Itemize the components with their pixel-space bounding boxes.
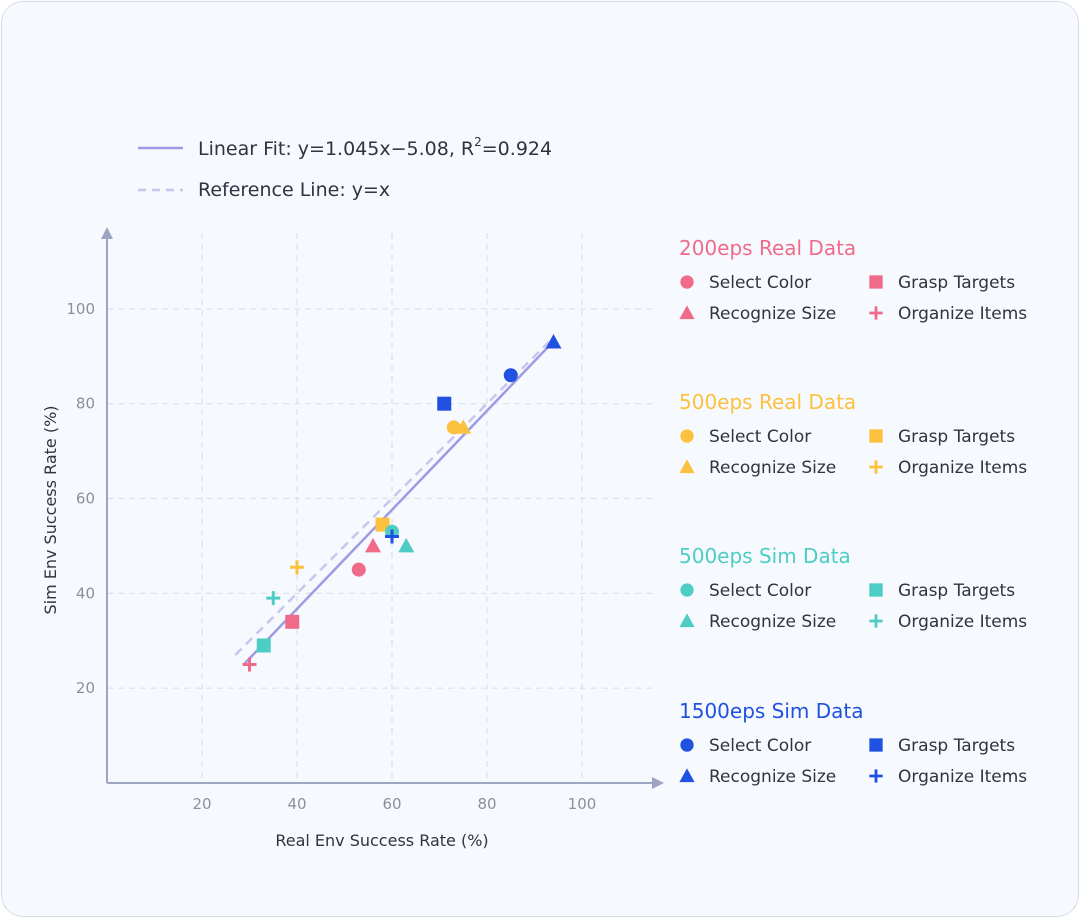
legend-label-500eps-real-data-grasp-targets: Grasp Targets	[898, 427, 1015, 447]
point-1500eps-sim-data-recognize-size	[545, 334, 562, 349]
group-legend: 200eps Real Data Select Color Grasp Target…	[679, 236, 1027, 787]
x-tick-label-80: 80	[477, 795, 496, 813]
legend-label-500eps-sim-data-recognize-size: Recognize Size	[709, 612, 836, 632]
legend-marker-500eps-sim-data-recognize-size	[679, 613, 695, 628]
x-tick-label-20: 20	[192, 795, 211, 813]
legend-label-1500eps-sim-data-organize-items: Organize Items	[898, 767, 1027, 787]
legend-marker-200eps-real-data-grasp-targets	[869, 275, 883, 289]
fit-legend-prefix: Linear Fit: y=1.045x−5.08, R	[198, 138, 474, 160]
legend-marker-200eps-real-data-select-color	[680, 275, 694, 289]
x-axis-arrow	[652, 777, 664, 789]
legend-marker-1500eps-sim-data-select-color	[680, 738, 694, 752]
point-1500eps-sim-data-grasp-targets	[437, 396, 452, 411]
legend-marker-200eps-real-data-recognize-size	[679, 305, 695, 320]
point-200eps-real-data-select-color	[351, 562, 366, 577]
y-tick-label-80: 80	[76, 395, 95, 413]
legend-label-200eps-real-data-grasp-targets: Grasp Targets	[898, 273, 1015, 293]
legend-title-500eps-real-data: 500eps Real Data	[679, 390, 856, 414]
fit-legend-sup: 2	[474, 135, 482, 149]
y-tick-label-100: 100	[66, 300, 95, 318]
point-200eps-real-data-organize-items	[242, 657, 257, 672]
tick-labels: 20 40 60 80 100 20 40 60 80 100	[66, 300, 596, 813]
y-axis-label: Sim Env Success Rate (%)	[41, 405, 60, 614]
fit-legend-suffix: =0.924	[482, 138, 552, 160]
legend-marker-500eps-sim-data-grasp-targets	[869, 583, 883, 597]
legend-marker-1500eps-sim-data-recognize-size	[679, 768, 695, 783]
data-points	[242, 334, 562, 672]
legend-label-500eps-real-data-organize-items: Organize Items	[898, 458, 1027, 478]
legend-title-500eps-sim-data: 500eps Sim Data	[679, 544, 851, 568]
legend-label-200eps-real-data-recognize-size: Recognize Size	[709, 304, 836, 324]
ref-legend-label: Reference Line: y=x	[198, 179, 390, 201]
x-tick-label-100: 100	[568, 795, 597, 813]
legend-label-200eps-real-data-organize-items: Organize Items	[898, 304, 1027, 324]
fit-legend-label: Linear Fit: y=1.045x−5.08, R2=0.924	[198, 135, 552, 160]
legend-marker-200eps-real-data-organize-items	[869, 306, 883, 320]
legend-label-500eps-sim-data-select-color: Select Color	[709, 581, 811, 601]
x-tick-label-40: 40	[287, 795, 306, 813]
legend-marker-500eps-real-data-select-color	[680, 429, 694, 443]
point-500eps-sim-data-organize-items	[266, 591, 281, 606]
legend-label-1500eps-sim-data-recognize-size: Recognize Size	[709, 767, 836, 787]
grid-lines	[107, 233, 658, 783]
legend-title-200eps-real-data: 200eps Real Data	[679, 236, 856, 260]
legend-marker-500eps-real-data-organize-items	[869, 460, 883, 474]
legend-label-200eps-real-data-select-color: Select Color	[709, 273, 811, 293]
line-legend: Linear Fit: y=1.045x−5.08, R2=0.924 Refe…	[138, 135, 552, 201]
legend-label-500eps-real-data-recognize-size: Recognize Size	[709, 458, 836, 478]
legend-marker-1500eps-sim-data-organize-items	[869, 769, 883, 783]
y-tick-label-40: 40	[76, 584, 95, 602]
axes	[101, 227, 664, 789]
y-axis-arrow	[101, 227, 113, 239]
legend-label-500eps-sim-data-organize-items: Organize Items	[898, 612, 1027, 632]
y-tick-label-20: 20	[76, 679, 95, 697]
point-500eps-real-data-organize-items	[290, 560, 304, 575]
legend-marker-500eps-real-data-grasp-targets	[869, 429, 883, 443]
point-500eps-real-data-grasp-targets	[375, 517, 390, 532]
legend-label-1500eps-sim-data-grasp-targets: Grasp Targets	[898, 736, 1015, 756]
legend-title-1500eps-sim-data: 1500eps Sim Data	[679, 699, 864, 723]
point-1500eps-sim-data-organize-items	[385, 529, 399, 544]
legend-label-500eps-sim-data-grasp-targets: Grasp Targets	[898, 581, 1015, 601]
point-500eps-real-data-recognize-size	[455, 419, 472, 434]
legend-label-1500eps-sim-data-select-color: Select Color	[709, 736, 811, 756]
x-tick-label-60: 60	[382, 795, 401, 813]
trend-lines	[234, 341, 550, 665]
y-tick-label-60: 60	[76, 490, 95, 508]
linear-fit-line	[243, 345, 550, 665]
legend-marker-1500eps-sim-data-grasp-targets	[869, 738, 883, 752]
point-1500eps-sim-data-select-color	[503, 368, 518, 383]
x-axis-label: Real Env Success Rate (%)	[275, 831, 488, 850]
point-500eps-sim-data-recognize-size	[398, 537, 415, 553]
legend-marker-500eps-sim-data-select-color	[680, 583, 694, 597]
legend-marker-500eps-sim-data-organize-items	[869, 614, 883, 628]
legend-label-500eps-real-data-select-color: Select Color	[709, 427, 811, 447]
point-500eps-sim-data-grasp-targets	[256, 638, 271, 653]
point-200eps-real-data-recognize-size	[365, 537, 381, 553]
legend-marker-500eps-real-data-recognize-size	[679, 459, 695, 474]
point-200eps-real-data-grasp-targets	[285, 614, 300, 629]
